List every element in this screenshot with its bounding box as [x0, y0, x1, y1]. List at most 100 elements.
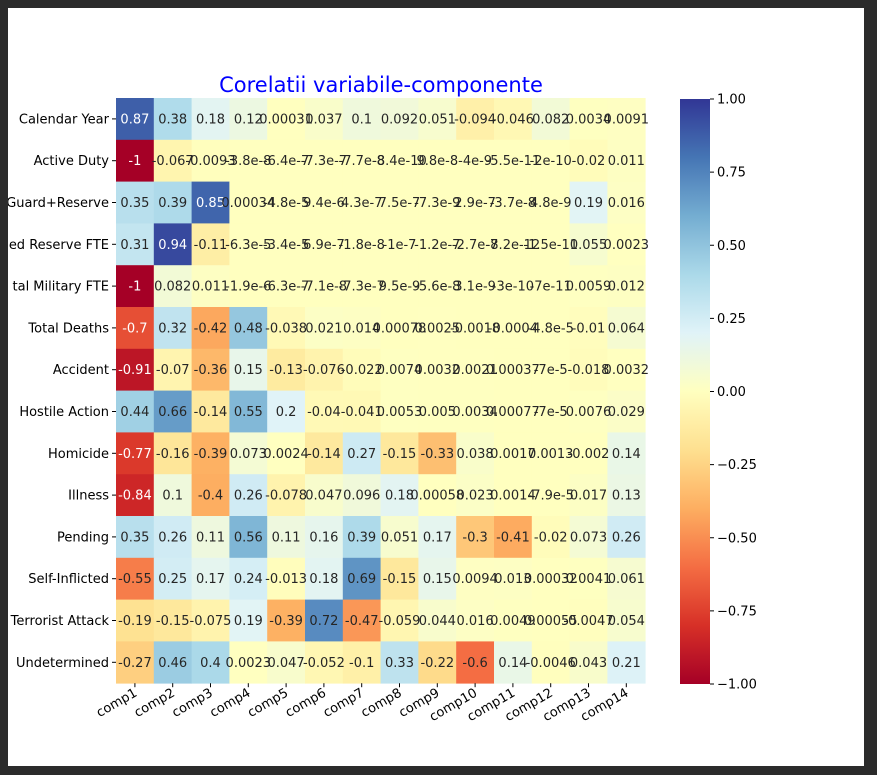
- heatmap-cell: [418, 432, 457, 475]
- cell-annotation: -0.094: [454, 112, 496, 127]
- heatmap-cell: [229, 557, 268, 600]
- cell-annotation: -0.018: [568, 363, 610, 378]
- cell-annotation: 0.047: [267, 656, 304, 671]
- cell-annotation: 6.9e-7: [303, 238, 345, 253]
- cell-annotation: 0.26: [612, 530, 641, 545]
- heatmap-cell: [191, 641, 230, 684]
- heatmap-cell: [569, 181, 608, 224]
- heatmap-cell: [267, 432, 306, 475]
- heatmap-cell: [456, 265, 495, 308]
- colorbar-tick-label: 0.75: [717, 166, 746, 181]
- cell-annotation: 0.092: [381, 112, 418, 127]
- heatmap-cell: [569, 557, 608, 600]
- cell-annotation: -0.14: [307, 447, 341, 462]
- cell-annotation: -0.0018: [450, 321, 500, 336]
- cell-annotation: 0.0041: [566, 572, 612, 587]
- heatmap-cell: [418, 307, 457, 350]
- heatmap-cell: [531, 139, 570, 182]
- cell-annotation: 0.39: [347, 530, 376, 545]
- heatmap-cell: [229, 181, 268, 224]
- cell-annotation: 0.055: [570, 238, 607, 253]
- cell-annotation: -0.078: [265, 489, 307, 504]
- cell-annotation: -0.01: [572, 321, 606, 336]
- heatmap-cell: [569, 599, 608, 642]
- cell-annotation: 0.26: [158, 530, 187, 545]
- heatmap-cell: [494, 181, 533, 224]
- cell-annotation: -0.041: [341, 405, 383, 420]
- heatmap-cell: [342, 474, 381, 517]
- heatmap-cell: [342, 432, 381, 475]
- heatmap-cell: [116, 599, 155, 642]
- heatmap-cell: [342, 307, 381, 350]
- heatmap-cell: [153, 599, 192, 642]
- cell-annotation: 0.56: [234, 530, 263, 545]
- heatmap-cell: [229, 98, 268, 141]
- y-tick-label: Calendar Year: [19, 112, 110, 127]
- y-tick-label: Undetermined: [16, 656, 109, 671]
- cell-annotation: -5.6e-8: [414, 280, 460, 295]
- heatmap-cell: [153, 265, 192, 308]
- cell-annotation: -7.3e-7: [339, 280, 385, 295]
- cell-annotation: -0.16: [156, 447, 190, 462]
- cell-annotation: 0.061: [608, 572, 645, 587]
- heatmap-cell: [380, 474, 419, 517]
- cell-annotation: 0.029: [608, 405, 645, 420]
- y-tick-label: Active Duty: [34, 154, 110, 169]
- cell-annotation: 0.043: [570, 656, 607, 671]
- heatmap-cell: [607, 98, 646, 141]
- heatmap-cell: [494, 223, 533, 266]
- heatmap-cell: [116, 265, 155, 308]
- cell-annotation: 9.4e-6: [303, 196, 345, 211]
- cell-annotation: 0.66: [158, 405, 187, 420]
- heatmap-cell: [305, 641, 344, 684]
- cell-annotation: -0.0046: [526, 656, 576, 671]
- cell-annotation: -0.47: [345, 614, 379, 629]
- cell-annotation: 0.32: [158, 321, 187, 336]
- cell-annotation: 0.11: [272, 530, 301, 545]
- heatmap-cell: [229, 307, 268, 350]
- heatmap-cell: [229, 516, 268, 559]
- cell-annotation: 0.18: [309, 572, 338, 587]
- heatmap-cell: [607, 599, 646, 642]
- heatmap-cell: [456, 223, 495, 266]
- heatmap-cell: [267, 98, 306, 141]
- cell-annotation: 2.9e-7: [454, 196, 496, 211]
- cell-annotation: 0.18: [196, 112, 225, 127]
- heatmap-cell: [456, 307, 495, 350]
- heatmap-cell: [116, 474, 155, 517]
- cell-annotation: -0.36: [194, 363, 228, 378]
- cell-annotation: -0.7: [122, 321, 147, 336]
- heatmap-cell: [531, 223, 570, 266]
- cell-annotation: -1.2e-7: [414, 238, 460, 253]
- figure-canvas: Corelatii variabile-componente 0.87 0.38 0…: [8, 8, 864, 766]
- heatmap-cell: [267, 599, 306, 642]
- heatmap-cell: [380, 599, 419, 642]
- heatmap-cell: [607, 390, 646, 433]
- heatmap-cell: [305, 599, 344, 642]
- y-tick-label: Homicide: [48, 447, 109, 462]
- cell-annotation: -8.4e-10: [372, 154, 427, 169]
- heatmap-cell: [494, 307, 533, 350]
- cell-annotation: -0.11: [194, 238, 228, 253]
- heatmap-cell: [569, 390, 608, 433]
- heatmap-cell: [267, 265, 306, 308]
- cell-annotation: 0.0025: [415, 321, 461, 336]
- cell-annotation: 0.72: [309, 614, 338, 629]
- heatmap-cell: [191, 599, 230, 642]
- heatmap-cell: [153, 98, 192, 141]
- cell-annotation: -7.7e-8: [339, 154, 385, 169]
- cell-annotation: 0.11: [196, 530, 225, 545]
- heatmap-cell: [569, 139, 608, 182]
- cell-annotation: -0.046: [492, 112, 534, 127]
- heatmap-cell: [116, 348, 155, 391]
- cell-annotation: -7e-11: [530, 280, 572, 295]
- cell-annotation: 0.0024: [263, 447, 309, 462]
- cell-annotation: -7e-5: [534, 363, 568, 378]
- heatmap-cell: [342, 641, 381, 684]
- cell-annotation: 0.1: [162, 489, 183, 504]
- cell-annotation: 0.044: [419, 614, 456, 629]
- heatmap-cell: [153, 348, 192, 391]
- heatmap-cell: [305, 348, 344, 391]
- cell-annotation: -1.8e-8: [339, 238, 385, 253]
- heatmap-cell: [418, 474, 457, 517]
